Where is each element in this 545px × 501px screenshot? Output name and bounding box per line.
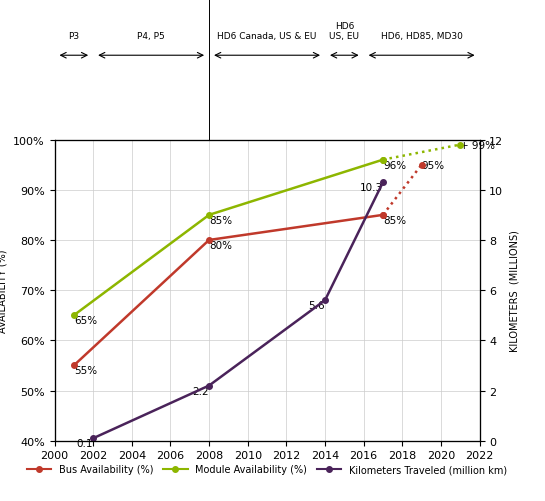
Y-axis label: KILOMETERS  (MILLIONS): KILOMETERS (MILLIONS)	[509, 230, 519, 351]
Text: 65%: 65%	[74, 316, 97, 326]
Text: HD6 Canada, US & EU: HD6 Canada, US & EU	[217, 32, 317, 41]
Text: 55%: 55%	[74, 366, 97, 376]
Text: 85%: 85%	[383, 215, 406, 225]
Legend: Bus Availability (%), Module Availability (%), Kilometers Traveled (million km): Bus Availability (%), Module Availabilit…	[23, 460, 511, 478]
Y-axis label: AVAILABILITY (%): AVAILABILITY (%)	[0, 249, 8, 332]
Text: 2.2: 2.2	[192, 386, 209, 396]
Text: 85%: 85%	[209, 215, 232, 225]
Text: 96%: 96%	[383, 160, 406, 170]
Text: HD6
US, EU: HD6 US, EU	[329, 22, 359, 41]
Text: HD6, HD85, MD30: HD6, HD85, MD30	[381, 32, 463, 41]
Text: P3: P3	[68, 32, 80, 41]
Text: P4, P5: P4, P5	[137, 32, 165, 41]
Text: 95%: 95%	[422, 160, 445, 170]
Text: 0.1: 0.1	[77, 438, 93, 448]
Text: 10.3: 10.3	[360, 183, 383, 193]
Text: 5.6: 5.6	[308, 301, 325, 311]
Text: 80%: 80%	[209, 240, 232, 250]
Text: + 99%: + 99%	[461, 140, 495, 150]
